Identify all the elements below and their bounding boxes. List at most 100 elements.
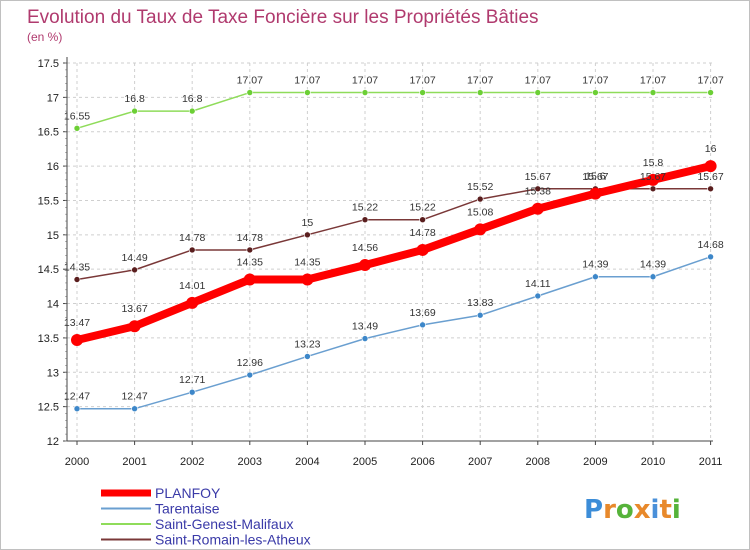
- data-label: 16: [705, 143, 717, 155]
- data-label: 13.23: [294, 338, 320, 350]
- data-label: 14.39: [640, 259, 666, 271]
- data-point: [361, 89, 369, 96]
- data-point: [592, 273, 599, 281]
- data-label: 17.07: [640, 75, 666, 87]
- data-point: [419, 216, 426, 223]
- x-tick-label: 2008: [526, 456, 550, 468]
- data-point: [534, 292, 542, 300]
- data-point: [361, 335, 369, 342]
- y-tick-label: 16.5: [38, 127, 59, 139]
- data-point: [534, 89, 542, 96]
- legend: PLANFOYTarentaiseSaint-Genest-MalifauxSa…: [101, 485, 311, 548]
- data-point: [304, 89, 311, 96]
- data-label: 17.07: [697, 75, 723, 87]
- data-point: [531, 202, 544, 215]
- data-point: [246, 89, 254, 96]
- data-point: [589, 187, 602, 200]
- x-tick-label: 2005: [353, 456, 377, 468]
- x-tick-label: 2009: [583, 456, 607, 468]
- data-label: 13.69: [409, 307, 435, 319]
- logo-text: Proxiti: [584, 495, 681, 525]
- series-lines: [71, 89, 717, 412]
- data-label: 12.47: [64, 391, 90, 403]
- data-point: [128, 320, 141, 333]
- data-label: 15.52: [467, 181, 493, 193]
- grid: [67, 62, 713, 442]
- logo-letter: i: [651, 495, 660, 525]
- y-tick-label: 17.5: [38, 58, 59, 70]
- x-tick-label: 2003: [238, 456, 262, 468]
- data-label: 14.35: [237, 256, 263, 268]
- data-label: 13.49: [352, 321, 378, 333]
- proxiti-logo: Proxiti: [584, 495, 681, 525]
- data-label: 14.01: [179, 280, 205, 292]
- x-tick-label: 2006: [410, 456, 434, 468]
- data-label: 12.71: [179, 374, 205, 386]
- x-tick-label: 2004: [295, 456, 319, 468]
- logo-letter: x: [634, 495, 651, 525]
- data-label: 15.6: [585, 171, 606, 183]
- logo-letter: P: [584, 495, 603, 525]
- data-point: [649, 89, 657, 96]
- data-point: [73, 276, 81, 283]
- y-tick-label: 13.5: [38, 333, 59, 345]
- data-point: [649, 273, 657, 281]
- data-point: [704, 160, 717, 173]
- data-point: [707, 185, 714, 193]
- data-label: 17.07: [582, 75, 608, 87]
- x-tick-label: 2000: [65, 456, 89, 468]
- legend-label: Tarentaise: [155, 501, 220, 517]
- y-tick-label: 15.5: [38, 195, 59, 207]
- data-label: 17.07: [294, 75, 320, 87]
- data-label: 15.38: [525, 186, 551, 198]
- data-label: 17.07: [237, 75, 263, 87]
- data-point: [301, 273, 314, 286]
- legend-label: PLANFOY: [155, 485, 221, 501]
- y-tick-label: 15: [47, 230, 59, 242]
- data-label: 17.07: [409, 75, 435, 87]
- data-label: 15.67: [640, 171, 666, 183]
- chart-subtitle: (en %): [27, 30, 62, 44]
- y-tick-label: 17: [47, 92, 59, 104]
- data-point: [304, 231, 311, 239]
- y-tick-label: 14: [47, 299, 59, 311]
- data-label: 14.78: [409, 227, 435, 239]
- data-label: 15.67: [525, 171, 551, 183]
- data-label: 15: [302, 217, 314, 229]
- series-line: [76, 188, 712, 281]
- data-point: [474, 223, 487, 236]
- data-labels: 16.55 16.8 16.8 17.07 17.07 17.07 17.07 17.07 17…: [64, 75, 724, 403]
- logo-letter: r: [603, 495, 616, 525]
- data-label: 15.8: [643, 157, 664, 169]
- data-point: [188, 388, 196, 396]
- x-tick-label: 2001: [122, 456, 146, 468]
- data-point: [73, 405, 81, 412]
- data-label: 15.08: [467, 206, 493, 218]
- data-point: [188, 107, 196, 115]
- data-point: [592, 89, 599, 96]
- data-point: [359, 259, 371, 272]
- data-point: [131, 405, 138, 412]
- legend-label: Saint-Genest-Malifaux: [155, 516, 294, 532]
- x-tick-label: 2011: [699, 456, 723, 468]
- data-label: 14.68: [697, 239, 723, 251]
- series-line: [73, 162, 715, 344]
- data-label: 14.49: [121, 252, 147, 264]
- x-tick-label: 2010: [641, 456, 665, 468]
- chart-title: Evolution du Taux de Taxe Foncière sur l…: [27, 7, 539, 28]
- axes: 12 12.5 13 13.5 14 14.5 15 15.5 16 16.5 17 17.5 2000…: [38, 57, 723, 468]
- data-point: [419, 89, 426, 96]
- data-point: [649, 185, 657, 193]
- y-tick-label: 12: [47, 436, 59, 448]
- data-label: 16.8: [124, 93, 145, 105]
- data-label: 15.22: [352, 202, 378, 214]
- y-tick-label: 12.5: [38, 402, 59, 414]
- data-point: [707, 89, 714, 96]
- y-tick-label: 16: [47, 161, 59, 173]
- data-label: 14.35: [294, 256, 320, 268]
- data-label: 13.67: [121, 303, 147, 315]
- data-point: [416, 243, 429, 256]
- logo-letter: i: [672, 495, 681, 525]
- data-point: [246, 246, 254, 254]
